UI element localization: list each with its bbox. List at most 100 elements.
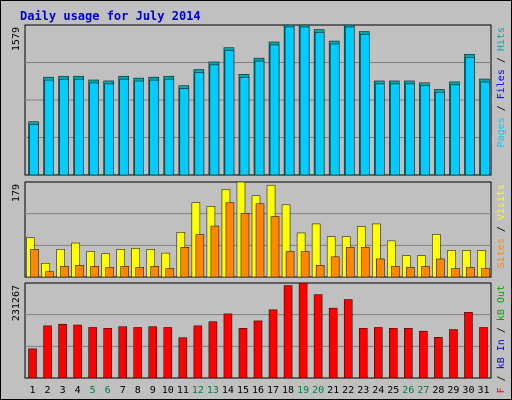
bar-sites (255, 203, 265, 278)
bar-pages (284, 26, 295, 176)
bar-sites (466, 267, 475, 278)
bar-kb-f (268, 309, 278, 379)
legend-entry: Files (496, 69, 507, 99)
bar-sites (345, 247, 355, 278)
bar-kb-f (464, 312, 473, 379)
bar-sites (436, 258, 445, 278)
legend-entry: kB F (496, 387, 507, 400)
bar-sites (105, 267, 114, 278)
day-label: 24 (372, 385, 384, 396)
day-label: 13 (207, 385, 219, 396)
bar-kb-f (208, 321, 218, 379)
bar-pages (420, 85, 430, 176)
x-axis-day-labels: 1 2 3 4 5 6 7 8 9 10 11 12 13 14 15 16 17 18 19 20 21 22 23 24 2… (30, 385, 490, 396)
bar-kb-f (479, 327, 488, 379)
visits-sites-panel: 179 Sites / Visits (11, 181, 507, 278)
bar-sites (195, 234, 205, 278)
bar-pages (134, 80, 144, 176)
day-label: 29 (447, 385, 459, 396)
day-label: 31 (477, 385, 489, 396)
legend-entry: Visits (496, 184, 507, 220)
bar-pages (149, 79, 160, 176)
bar-pages (194, 72, 205, 176)
day-label: 25 (387, 385, 399, 396)
day-label: 26 (402, 385, 414, 396)
bar-kb-f (223, 313, 233, 379)
legend-entry: Pages (496, 117, 507, 147)
bar-sites (330, 256, 340, 278)
bar-kb-f (449, 329, 458, 379)
y-max-label: 179 (11, 184, 22, 202)
bar-sites (376, 258, 385, 278)
bar-kb-f (313, 294, 323, 379)
hits-files-pages-panel: 1579 Pages / Files / Hits (11, 24, 507, 176)
bar-pages (209, 64, 220, 176)
legend-entry: / (496, 321, 507, 339)
day-label: 15 (237, 385, 249, 396)
bar-sites (391, 266, 400, 278)
bar-sites (45, 271, 54, 278)
bar-sites (60, 266, 69, 278)
y-max-label: 231267 (11, 285, 22, 321)
bar-pages (435, 92, 445, 176)
bar-pages (480, 81, 490, 176)
bar-sites (451, 268, 460, 278)
legend-entry: Hits (496, 27, 507, 51)
bar-kb-f (163, 327, 173, 379)
legend-entry: kB Out (496, 285, 507, 321)
bar-sites (165, 268, 175, 278)
bar-pages (59, 78, 69, 176)
bar-pages (269, 44, 280, 176)
day-label: 18 (282, 385, 294, 396)
day-label: 2 (45, 385, 51, 396)
bar-pages (450, 84, 460, 176)
day-label: 9 (150, 385, 156, 396)
bar-pages (254, 60, 265, 176)
bar-kb-f (389, 328, 398, 379)
chart-title: Daily usage for July 2014 (20, 9, 201, 23)
bar-pages (375, 83, 385, 176)
bar-pages (104, 83, 114, 176)
bar-pages (359, 34, 370, 176)
bar-sites (406, 267, 415, 278)
day-label: 3 (60, 385, 66, 396)
bar-kb-f (73, 324, 82, 379)
day-label: 11 (177, 385, 189, 396)
bar-sites (225, 202, 235, 278)
bar-sites (135, 267, 144, 278)
legend-entry: / (496, 51, 507, 69)
bar-sites (120, 266, 129, 278)
day-label: 17 (267, 385, 279, 396)
day-label: 21 (327, 385, 339, 396)
bar-sites (270, 216, 280, 278)
bar-kb-f (253, 320, 263, 379)
legend: Sites / Visits (496, 184, 507, 268)
legend-entry: Sites (496, 238, 507, 268)
legend-entry: / (496, 99, 507, 117)
bar-sites (240, 213, 250, 278)
bar-sites (285, 251, 295, 278)
day-label: 22 (342, 385, 354, 396)
day-label: 23 (357, 385, 369, 396)
day-label: 14 (222, 385, 234, 396)
day-label: 30 (462, 385, 474, 396)
bar-kb-f (238, 328, 248, 379)
day-label: 19 (297, 385, 309, 396)
day-label: 4 (75, 385, 81, 396)
bar-pages (164, 78, 175, 176)
bar-kb-f (178, 337, 188, 379)
bar-pages (299, 26, 310, 176)
y-max-label: 1579 (11, 27, 22, 51)
bar-pages (224, 50, 235, 176)
bar-kb-f (434, 337, 443, 379)
day-label: 8 (135, 385, 141, 396)
day-label: 10 (162, 385, 174, 396)
bar-kb-f (283, 285, 293, 379)
bar-sites (210, 225, 220, 278)
bar-pages (405, 83, 415, 176)
day-label: 12 (192, 385, 204, 396)
bar-pages (89, 82, 99, 176)
bar-kb-f (58, 323, 67, 379)
